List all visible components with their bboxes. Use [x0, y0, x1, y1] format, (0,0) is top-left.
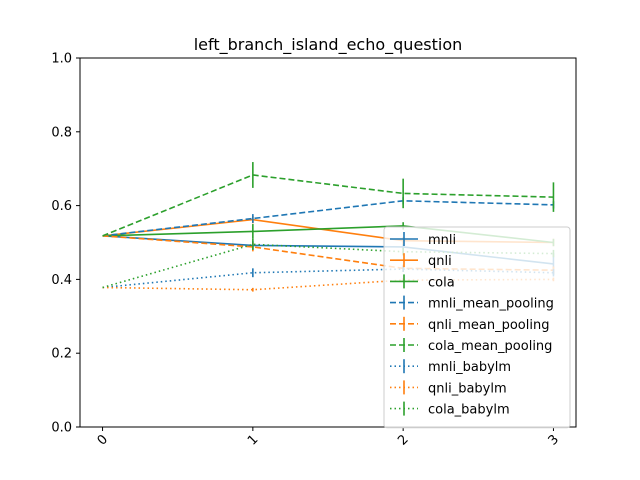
legend-label: qnli: [428, 254, 452, 269]
legend-label: mnli_babylm: [428, 360, 511, 375]
legend-label: cola_mean_pooling: [428, 339, 552, 354]
legend-label: mnli_mean_pooling: [428, 297, 554, 312]
series-line: [102, 235, 554, 271]
y-tick-label: 0.4: [51, 273, 72, 288]
series-line: [102, 174, 554, 237]
legend-label: mnli: [428, 233, 456, 248]
legend-label: cola_babylm: [428, 403, 510, 418]
legend-item: qnli_babylm: [390, 380, 507, 396]
legend-item: cola_mean_pooling: [390, 338, 552, 354]
legend-label: qnli_babylm: [428, 381, 507, 396]
legend-item: qnli_mean_pooling: [390, 316, 549, 333]
legend-item: cola_babylm: [390, 401, 510, 418]
plot-frame: [79, 57, 577, 428]
y-tick-label: 1.0: [51, 52, 72, 67]
y-tick-label: 0.0: [51, 421, 72, 436]
series-line: [102, 278, 554, 291]
legend-box: [383, 226, 571, 429]
series-line: [102, 200, 554, 237]
legend-item: qnli: [390, 253, 452, 269]
legend-item: cola: [390, 274, 455, 290]
series-line: [102, 268, 554, 289]
legend-label: qnli_mean_pooling: [428, 318, 549, 333]
plot-lines: [102, 162, 555, 292]
y-tick-label: 0.6: [51, 199, 72, 214]
chart-title: left_branch_island_echo_question: [194, 35, 463, 55]
y-tick-label: 0.2: [51, 347, 72, 362]
legend-item: mnli_mean_pooling: [390, 295, 554, 312]
series-cola_mean_pooling: [102, 162, 555, 237]
y-tick-label: 0.8: [51, 125, 72, 140]
legend-item: mnli: [390, 232, 456, 248]
legend: mnli qnli cola mnli_mean_pooling qnli_mean_p…: [383, 226, 571, 429]
legend-item: mnli_babylm: [390, 359, 511, 375]
legend-label: cola: [428, 275, 455, 290]
y-axis: 0.0 0.2 0.4 0.6 0.8 1.0: [51, 52, 80, 436]
